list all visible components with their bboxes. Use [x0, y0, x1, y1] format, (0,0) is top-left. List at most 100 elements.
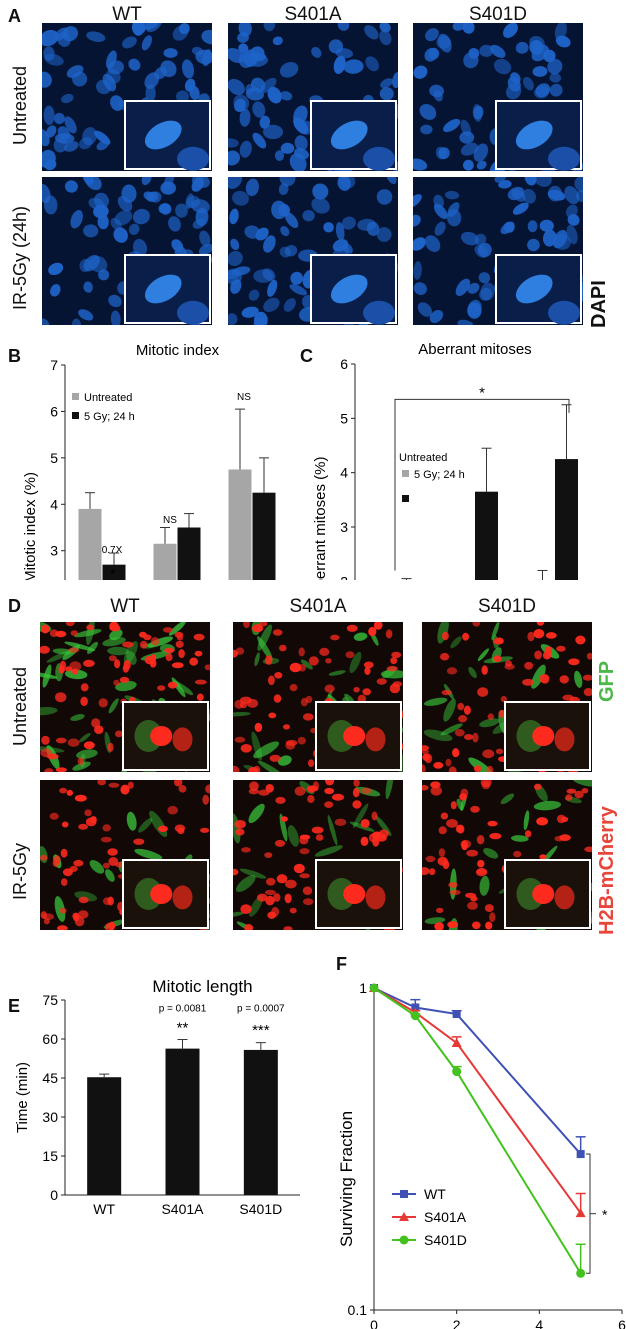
chart-title: Aberrant mitoses: [418, 341, 531, 358]
nucleus: [357, 218, 377, 231]
marker-circle: [369, 983, 379, 993]
legend-label: WT: [424, 1186, 446, 1202]
inset-zoom: [504, 859, 591, 929]
gfp-cell: [533, 800, 562, 811]
mcherry-nucleus: [43, 918, 50, 925]
panel-d-col-s401a: S401A: [289, 596, 347, 617]
nucleus: [271, 200, 287, 220]
mcherry-nucleus: [586, 652, 592, 660]
gfp-cell: [572, 780, 592, 787]
mcherry-nucleus: [472, 622, 481, 627]
nucleus: [252, 101, 266, 118]
nucleus: [460, 142, 479, 156]
nucleus: [549, 72, 562, 83]
mcherry-nucleus: [493, 655, 502, 662]
nucleus: [94, 192, 109, 209]
mcherry-nucleus: [422, 784, 429, 791]
mcherry-nucleus: [559, 834, 571, 841]
y-tick-label: 6: [340, 356, 348, 372]
gfp-cell: [233, 711, 251, 717]
gfp-cell: [87, 641, 98, 654]
mcherry-nucleus: [162, 627, 173, 633]
mcherry-nucleus: [315, 834, 324, 841]
nucleus: [420, 124, 433, 135]
mcherry-nucleus: [475, 868, 488, 877]
nucleus: [201, 29, 212, 45]
gfp-cell: [70, 714, 85, 721]
annotation-star: *: [479, 384, 485, 401]
panel-a-row-untreated: Untreated: [10, 65, 30, 145]
mitotic-chromosomes: [532, 726, 555, 746]
nucleus: [527, 220, 538, 233]
nucleus: [333, 55, 346, 75]
gfp-cell: [349, 821, 375, 832]
mcherry-nucleus: [536, 817, 548, 826]
nucleus: [455, 278, 471, 296]
nucleus: [379, 86, 394, 101]
nucleus: [272, 36, 283, 46]
y-tick-label: 5: [340, 410, 348, 426]
nucleus: [494, 177, 507, 183]
mcherry-nucleus: [583, 688, 592, 697]
nucleus: [341, 216, 356, 230]
mcherry-nucleus: [164, 647, 175, 653]
mcherry-nucleus: [234, 820, 246, 829]
nucleus: [364, 25, 379, 40]
legend-label: S401A: [424, 1209, 467, 1225]
mcherry-nucleus: [55, 767, 67, 772]
annotation-pvalue: p = 0.0081: [159, 1004, 207, 1015]
gfp-cell: [353, 632, 368, 641]
bar: [87, 1077, 122, 1195]
gfp-cell: [483, 848, 499, 859]
mcherry-nucleus: [364, 666, 371, 675]
nucleus: [48, 262, 64, 276]
mcherry-nucleus: [474, 765, 482, 772]
nucleus: [289, 284, 308, 296]
nucleus: [42, 71, 52, 88]
mcherry-nucleus: [449, 889, 461, 895]
annotation-star: *: [110, 565, 116, 580]
mcherry-nucleus: [582, 674, 592, 681]
gfp-cell: [138, 817, 153, 833]
legend-label: S401D: [424, 1232, 467, 1248]
mcherry-nucleus: [120, 784, 130, 795]
mcherry-nucleus: [70, 630, 78, 636]
gfp-cell: [328, 670, 346, 676]
mcherry-nucleus: [254, 722, 263, 732]
nucleus: [172, 25, 189, 41]
mcherry-nucleus: [194, 679, 207, 685]
mcherry-nucleus: [463, 734, 474, 740]
mcherry-image-s401a-ir: [233, 780, 403, 930]
nucleus: [198, 243, 212, 255]
nucleus: [228, 78, 245, 96]
mcherry-nucleus: [422, 764, 426, 772]
nucleus: [564, 186, 580, 205]
nucleus: [424, 47, 438, 62]
inset-zoom: [315, 859, 402, 929]
mcherry-nucleus: [109, 624, 121, 632]
nucleus: [238, 52, 254, 68]
nucleus: [163, 177, 175, 190]
mcherry-nucleus: [265, 655, 273, 665]
y-tick-label: 15: [42, 1148, 58, 1164]
mcherry-nucleus: [86, 624, 95, 631]
gfp-cell: [109, 629, 123, 641]
nucleus: [365, 56, 379, 72]
nucleus: [472, 104, 482, 122]
panel-label-a: A: [8, 6, 21, 26]
nucleus: [145, 84, 156, 102]
chart-title: Mitotic length: [152, 977, 252, 996]
gfp-cell: [134, 848, 163, 860]
mitotic-chromosomes: [343, 884, 366, 904]
inset-zoom: [124, 100, 211, 171]
neighbour-nucleus: [172, 727, 193, 752]
y-tick-label: 3: [340, 519, 348, 535]
nucleus: [476, 160, 487, 170]
nucleus: [79, 258, 92, 273]
nucleus: [529, 39, 544, 55]
annotation-star: **: [177, 1020, 189, 1037]
legend-label: 5 Gy; 24 h: [84, 411, 135, 423]
mcherry-nucleus: [447, 921, 459, 929]
mcherry-nucleus: [489, 912, 496, 923]
mcherry-nucleus: [482, 749, 495, 759]
